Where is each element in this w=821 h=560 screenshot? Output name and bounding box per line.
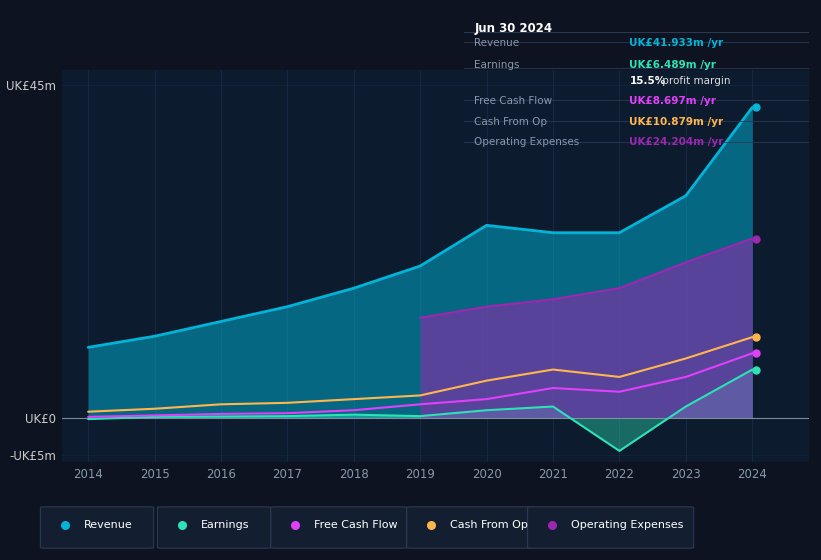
FancyBboxPatch shape: [271, 507, 406, 548]
Text: UK£24.204m /yr: UK£24.204m /yr: [630, 137, 724, 147]
Text: UK£41.933m /yr: UK£41.933m /yr: [630, 38, 723, 48]
FancyBboxPatch shape: [528, 507, 694, 548]
FancyBboxPatch shape: [40, 507, 154, 548]
Text: 15.5%: 15.5%: [630, 77, 666, 86]
Text: Operating Expenses: Operating Expenses: [475, 137, 580, 147]
Text: Operating Expenses: Operating Expenses: [571, 520, 683, 530]
FancyBboxPatch shape: [158, 507, 271, 548]
Text: Earnings: Earnings: [200, 520, 249, 530]
Text: Revenue: Revenue: [475, 38, 520, 48]
FancyBboxPatch shape: [406, 507, 535, 548]
Text: UK£6.489m /yr: UK£6.489m /yr: [630, 60, 716, 70]
Text: Revenue: Revenue: [84, 520, 132, 530]
Text: Cash From Op: Cash From Op: [475, 116, 548, 127]
Text: profit margin: profit margin: [658, 77, 730, 86]
Text: Free Cash Flow: Free Cash Flow: [314, 520, 397, 530]
Text: Cash From Op: Cash From Op: [450, 520, 528, 530]
Text: UK£8.697m /yr: UK£8.697m /yr: [630, 96, 716, 106]
Text: Earnings: Earnings: [475, 60, 520, 70]
Text: Free Cash Flow: Free Cash Flow: [475, 96, 553, 106]
Text: Jun 30 2024: Jun 30 2024: [475, 22, 553, 35]
Text: UK£10.879m /yr: UK£10.879m /yr: [630, 116, 723, 127]
